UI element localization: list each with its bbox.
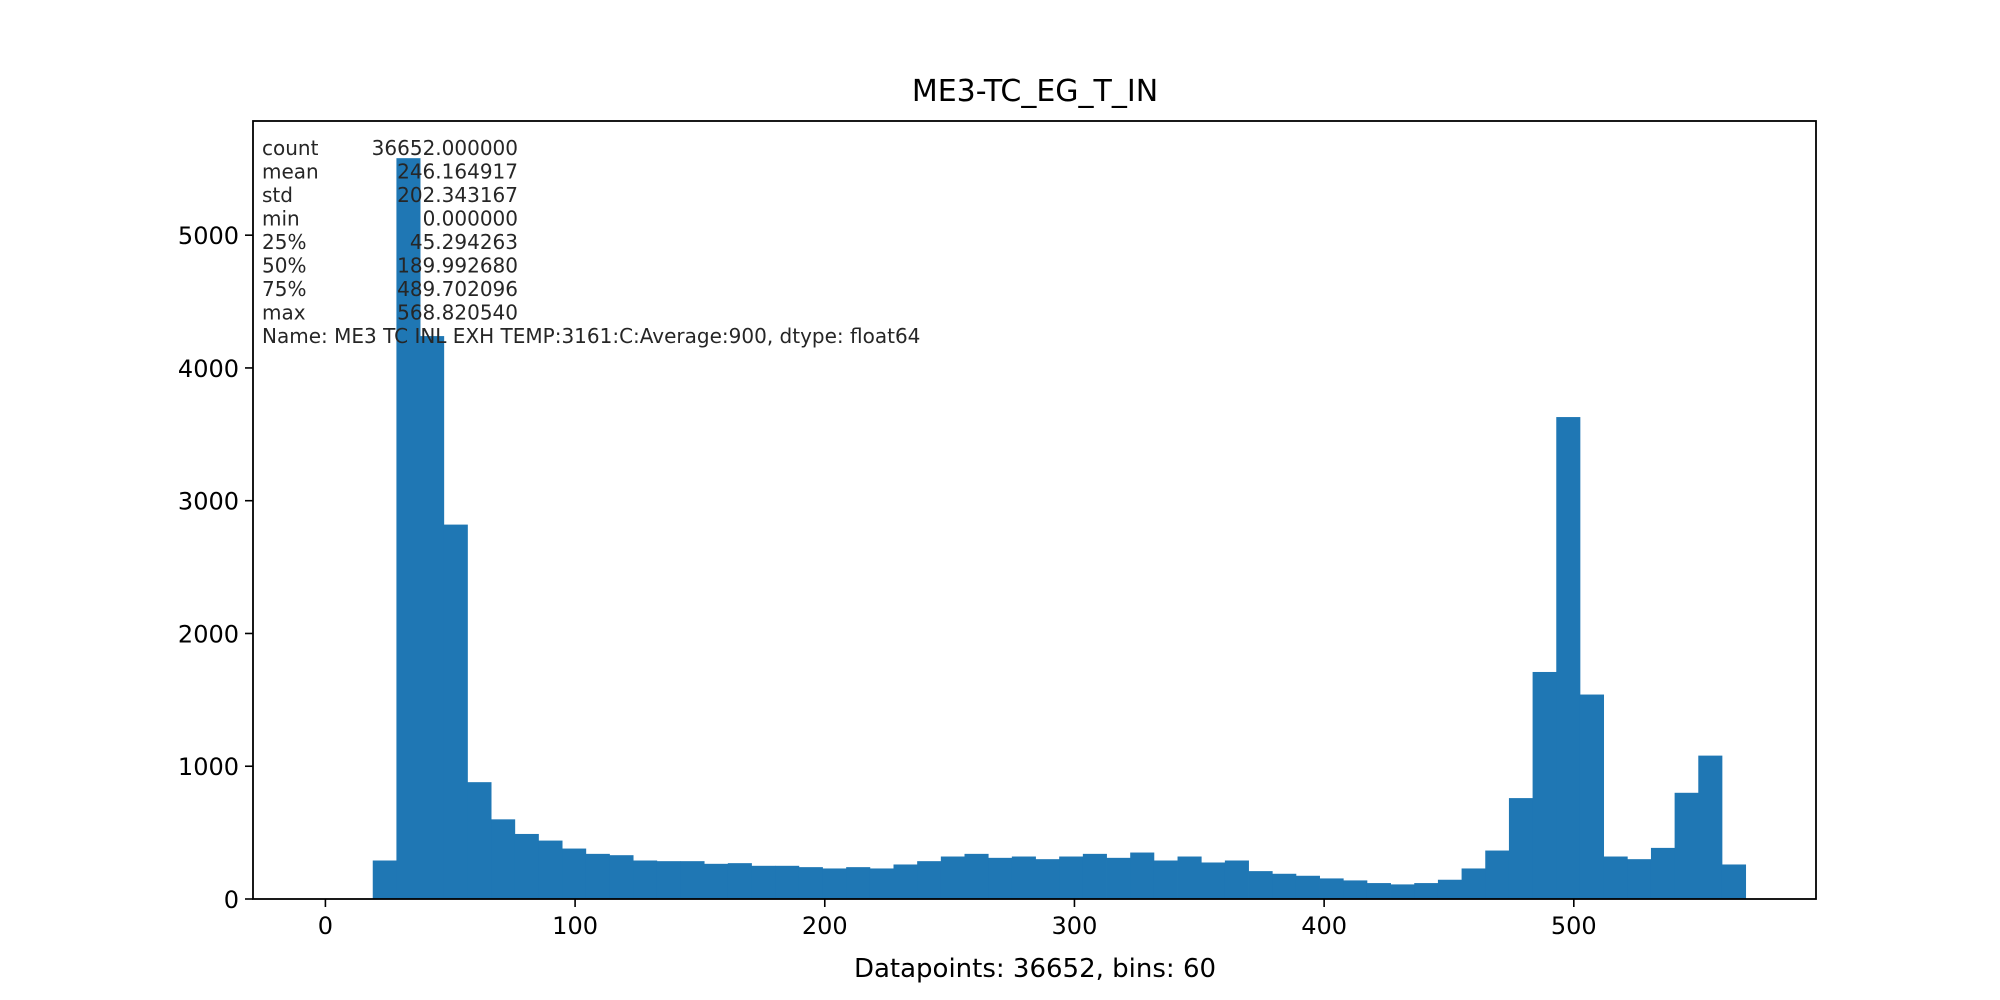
- stats-label: max: [262, 301, 306, 325]
- chart-title: ME3-TC_EG_T_IN: [912, 74, 1158, 109]
- stats-label: count: [262, 136, 319, 160]
- histogram-bar: [1627, 859, 1652, 899]
- histogram-bar: [1532, 671, 1557, 899]
- histogram-bar: [1603, 856, 1628, 899]
- histogram-bar: [1650, 847, 1676, 899]
- x-tick-label: 300: [1052, 912, 1098, 940]
- histogram-bar: [727, 863, 752, 899]
- y-tick-label: 1000: [178, 753, 239, 781]
- stats-label: 25%: [262, 230, 306, 254]
- histogram-bar: [1248, 871, 1273, 899]
- histogram-bar: [443, 524, 468, 899]
- histogram-bar: [822, 868, 847, 899]
- stats-value: 489.702096: [397, 277, 518, 301]
- stats-label: mean: [262, 160, 319, 184]
- histogram-bar: [964, 853, 989, 899]
- histogram-bar: [1343, 880, 1368, 899]
- stats-value: 189.992680: [397, 254, 518, 278]
- stats-value: 246.164917: [397, 160, 518, 184]
- x-tick-label: 400: [1301, 912, 1347, 940]
- histogram-bar: [798, 867, 823, 899]
- x-tick-label: 100: [552, 912, 598, 940]
- stats-value: 202.343167: [397, 183, 518, 207]
- histogram-bar: [633, 860, 658, 899]
- histogram-bar: [1319, 878, 1344, 899]
- y-axis-ticks: 0 1000 2000 3000 4000 5000: [178, 222, 253, 914]
- histogram-bar: [893, 864, 918, 899]
- histogram-bar: [1082, 853, 1107, 899]
- stats-label: 75%: [262, 277, 306, 301]
- stats-name-line: Name: ME3 TC INL EXH TEMP:3161:C:Average…: [262, 324, 920, 348]
- histogram-bar: [1059, 856, 1084, 899]
- histogram-bar: [585, 853, 610, 899]
- histogram-bar: [1106, 857, 1131, 899]
- histogram-bar: [1674, 792, 1699, 899]
- histogram-bar: [609, 855, 634, 899]
- histogram-bar: [1485, 850, 1510, 899]
- histogram-bar: [1201, 862, 1226, 899]
- histogram-bar: [1295, 875, 1320, 899]
- histogram-bar: [704, 863, 729, 899]
- x-tick-label: 500: [1551, 912, 1597, 940]
- histogram-bar: [751, 865, 776, 899]
- histogram-bar: [1414, 883, 1439, 899]
- plot-frame: [252, 120, 1817, 900]
- y-tick-label: 5000: [178, 222, 239, 250]
- histogram-bar: [846, 867, 871, 899]
- histogram-bar: [1035, 859, 1060, 899]
- histogram-bar: [1130, 852, 1155, 899]
- y-tick-label: 4000: [178, 355, 239, 383]
- histogram-bar: [1177, 856, 1202, 899]
- stats-label: 50%: [262, 254, 306, 278]
- histogram-bar: [1461, 868, 1486, 899]
- histogram-bar: [396, 158, 421, 900]
- stats-value: 0.000000: [423, 207, 518, 231]
- y-tick-label: 2000: [178, 620, 239, 648]
- histogram-bars: [372, 158, 1747, 900]
- x-axis-label: Datapoints: 36652, bins: 60: [854, 954, 1216, 984]
- histogram-bar: [1437, 879, 1462, 899]
- histogram-bar: [917, 861, 942, 899]
- histogram-bar: [869, 868, 894, 899]
- histogram-bar: [1698, 755, 1723, 899]
- stats-label: min: [262, 207, 300, 231]
- histogram-bar: [656, 861, 681, 899]
- histogram-bar: [491, 819, 516, 899]
- histogram-bar: [940, 856, 965, 899]
- histogram-bar: [514, 833, 539, 899]
- histogram-bar: [1153, 860, 1178, 899]
- x-axis-ticks: 0 100 200 300 400 500: [318, 899, 1597, 940]
- histogram-bar: [372, 860, 397, 899]
- histogram-bar: [467, 782, 492, 899]
- stats-value: 45.294263: [410, 230, 518, 254]
- histogram-bar: [1508, 798, 1533, 899]
- stats-label: std: [262, 183, 293, 207]
- histogram-bar: [1366, 883, 1391, 899]
- summary-stats-text: count 36652.000000 mean 246.164917 std 202.34…: [262, 136, 920, 348]
- histogram-bar: [562, 848, 587, 899]
- histogram-bar: [1390, 884, 1415, 899]
- histogram-bar: [1721, 864, 1747, 899]
- x-tick-label: 200: [802, 912, 848, 940]
- histogram-bar: [1556, 417, 1581, 899]
- histogram-bar: [420, 336, 445, 900]
- y-tick-label: 0: [224, 886, 239, 914]
- histogram-bar: [775, 865, 800, 899]
- histogram-bar: [680, 861, 705, 899]
- histogram-bar: [1272, 873, 1297, 899]
- x-tick-label: 0: [318, 912, 333, 940]
- histogram-bar: [1579, 694, 1605, 899]
- stats-value: 568.820540: [397, 301, 518, 325]
- histogram-bar: [538, 840, 563, 899]
- y-tick-label: 3000: [178, 488, 239, 516]
- stats-value: 36652.000000: [372, 136, 518, 160]
- histogram-bar: [1224, 860, 1249, 899]
- histogram-bar: [988, 857, 1013, 899]
- histogram-bar: [1011, 856, 1036, 899]
